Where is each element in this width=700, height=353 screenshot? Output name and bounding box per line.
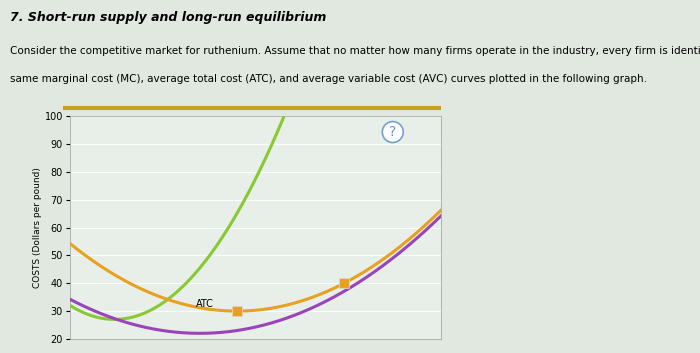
Text: Consider the competitive market for ruthenium. Assume that no matter how many fi: Consider the competitive market for ruth… xyxy=(10,46,700,56)
Text: ?: ? xyxy=(389,125,396,139)
Text: ATC: ATC xyxy=(196,299,214,309)
Text: same marginal cost (MC), average total cost (ATC), and average variable cost (AV: same marginal cost (MC), average total c… xyxy=(10,74,648,84)
Y-axis label: COSTS (Dollars per pound): COSTS (Dollars per pound) xyxy=(33,167,42,288)
Text: 7. Short-run supply and long-run equilibrium: 7. Short-run supply and long-run equilib… xyxy=(10,11,327,24)
